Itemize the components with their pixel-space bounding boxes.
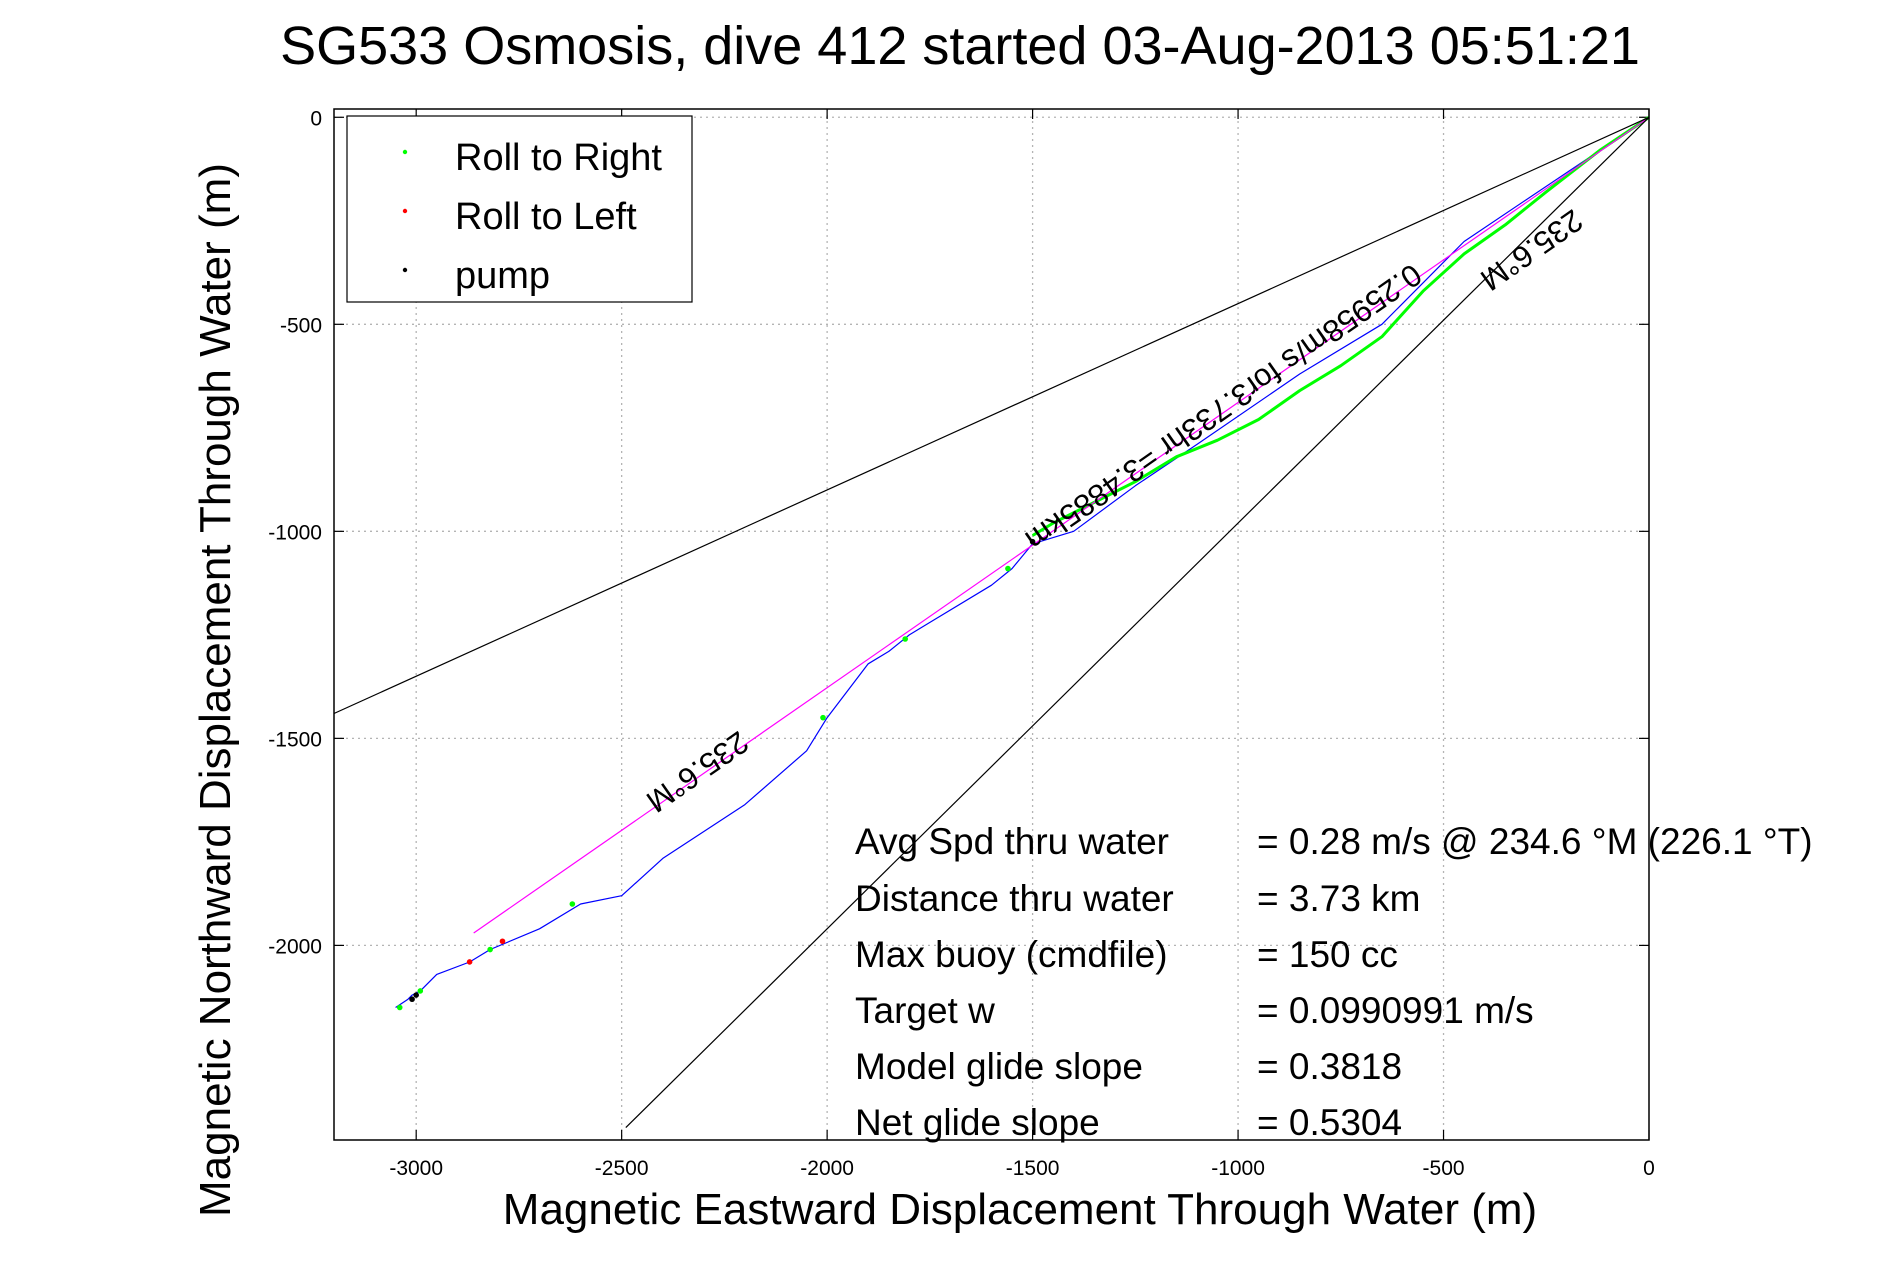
x-tick-label: -2500 [595, 1157, 649, 1180]
axis-ticks: -3000 -2500 -2000 -1500 -1000 -500 0 0 -500 -1000… [268, 107, 1655, 1180]
point-roll-right [396, 1004, 403, 1011]
x-axis-label: Magnetic Eastward Displacement Through W… [503, 1185, 1537, 1234]
series-envelope-upper [334, 116, 1649, 715]
x-tick-label: 0 [1643, 1157, 1655, 1180]
stat-label-target-w: Target w [855, 990, 995, 1031]
point-roll-right [902, 636, 909, 642]
stat-label-model-glide: Model glide slope [855, 1046, 1143, 1087]
stat-label-max-buoy: Max buoy (cmdfile) [855, 934, 1168, 975]
stat-value-target-w: = 0.0990991 m/s [1257, 990, 1534, 1031]
stat-value-distance: = 3.73 km [1257, 878, 1421, 919]
y-axis-label: Magnetic Northward Displacement Through … [191, 163, 240, 1217]
y-tick-label: -2000 [268, 935, 322, 958]
point-roll-right [487, 946, 493, 953]
point-roll-right [1005, 565, 1011, 572]
x-tick-label: -2000 [800, 1157, 854, 1180]
y-tick-label: -1000 [268, 521, 322, 544]
legend-label-roll-left: Roll to Left [455, 196, 637, 238]
stat-value-net-glide: = 0.5304 [1257, 1102, 1402, 1143]
plot-data [334, 116, 1649, 1129]
point-roll-left [499, 938, 506, 945]
y-tick-label: -1500 [268, 728, 322, 751]
point-roll-right [417, 988, 424, 994]
legend-label-pump: pump [455, 255, 550, 297]
chart-title: SG533 Osmosis, dive 412 started 03-Aug-2… [280, 16, 1640, 76]
stat-value-avg-speed: = 0.28 m/s @ 234.6 °M (226.1 °T) [1257, 821, 1813, 862]
point-pump [409, 996, 415, 1003]
point-roll-right [820, 714, 826, 721]
stat-label-distance: Distance thru water [855, 878, 1174, 919]
stat-label-avg-speed: Avg Spd thru water [855, 821, 1169, 862]
point-roll-left [466, 959, 473, 965]
series-track [395, 116, 1649, 1008]
point-roll-right [569, 901, 576, 907]
stats-panel: Avg Spd thru water = 0.28 m/s @ 234.6 °M… [855, 821, 1813, 1143]
x-tick-label: -3000 [389, 1157, 443, 1180]
legend-label-roll-right: Roll to Right [455, 137, 662, 179]
y-tick-label: 0 [310, 107, 322, 130]
legend: Roll to Right Roll to Left pump [346, 115, 693, 303]
series-roll-right [1031, 116, 1649, 537]
stat-label-net-glide: Net glide slope [855, 1102, 1100, 1143]
y-tick-label: -500 [280, 314, 322, 337]
point-pump [1029, 538, 1036, 545]
grid [334, 109, 1649, 1140]
point-pump [413, 992, 419, 998]
series-envelope-lower [625, 116, 1649, 1129]
legend-marker-pump [402, 267, 408, 273]
legend-marker-roll-right [402, 149, 408, 155]
x-tick-label: -500 [1423, 1157, 1465, 1180]
stat-value-model-glide: = 0.3818 [1257, 1046, 1402, 1087]
x-tick-label: -1500 [1006, 1157, 1060, 1180]
legend-marker-roll-left [402, 208, 408, 214]
x-tick-label: -1000 [1211, 1157, 1265, 1180]
plot-frame [333, 108, 1650, 1141]
series-heading-line [473, 116, 1649, 934]
stat-value-max-buoy: = 150 cc [1257, 934, 1398, 975]
